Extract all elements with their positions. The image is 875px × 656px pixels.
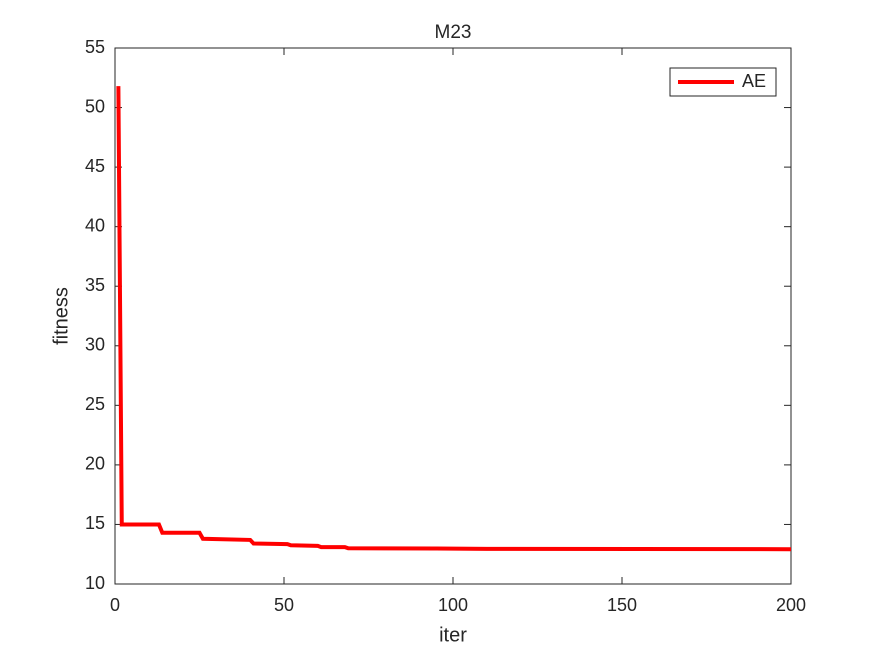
y-tick-label: 50 [85, 96, 105, 116]
y-tick-label: 30 [85, 335, 105, 355]
x-tick-label: 50 [274, 595, 294, 615]
y-axis-label: fitness [50, 287, 72, 345]
data-line [116, 86, 792, 552]
x-tick-label: 0 [110, 595, 120, 615]
y-tick-label: 25 [85, 394, 105, 414]
y-tick-label: 10 [85, 573, 105, 593]
x-axis-label: iter [439, 624, 467, 646]
y-tick-label: 35 [85, 275, 105, 295]
x-tick-label: 100 [438, 595, 468, 615]
legend-label: AE [742, 71, 766, 91]
legend-box [669, 67, 777, 97]
y-tick-label: 20 [85, 454, 105, 474]
y-tick-label: 40 [85, 215, 105, 235]
x-tick-label: 150 [607, 595, 637, 615]
y-tick-label: 45 [85, 156, 105, 176]
y-tick-label: 55 [85, 37, 105, 57]
y-tick-label: 15 [85, 513, 105, 533]
chart-title: M23 [435, 22, 472, 43]
x-tick-label: 200 [776, 595, 806, 615]
